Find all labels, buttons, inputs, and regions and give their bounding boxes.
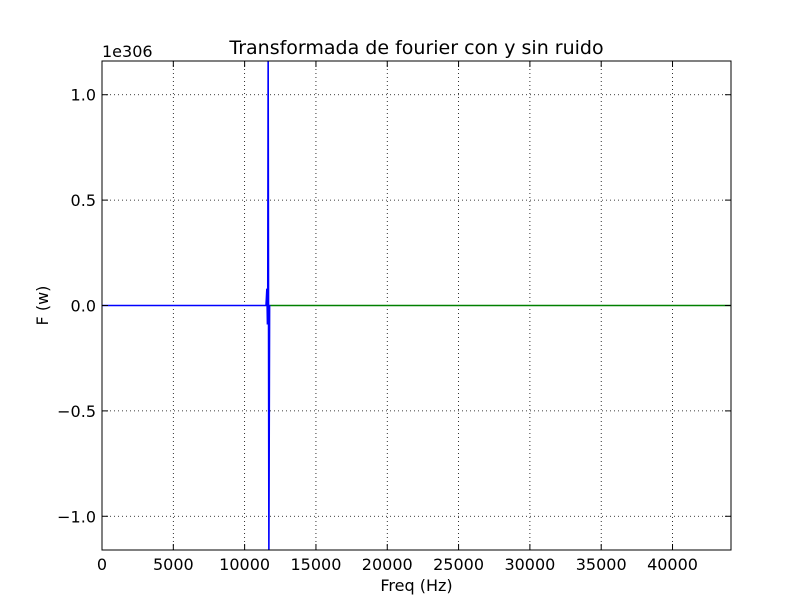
y-tick-label: 0.5 bbox=[71, 191, 96, 210]
x-tick-labels: 0 5000 10000 15000 20000 25000 30000 35000 40000 bbox=[97, 555, 698, 574]
chart-title: Transformada de fourier con y sin ruido bbox=[228, 37, 603, 59]
series-line-1 bbox=[102, 60, 271, 551]
x-axis-label: Freq (Hz) bbox=[380, 576, 452, 595]
series-layer bbox=[102, 60, 731, 551]
y-tick-label: −1.0 bbox=[57, 507, 96, 526]
x-tick-label: 40000 bbox=[647, 555, 698, 574]
y-tick-label: −0.5 bbox=[57, 402, 96, 421]
x-tick-label: 5000 bbox=[153, 555, 194, 574]
x-tick-label: 20000 bbox=[362, 555, 413, 574]
y-offset-label: 1e306 bbox=[102, 42, 153, 61]
x-tick-label: 35000 bbox=[576, 555, 627, 574]
y-tick-labels: −1.0 −0.5 0.0 0.5 1.0 bbox=[57, 86, 96, 527]
x-tick-label: 30000 bbox=[504, 555, 555, 574]
y-tick-label: 0.0 bbox=[71, 297, 96, 316]
x-tick-label: 15000 bbox=[290, 555, 341, 574]
ticks bbox=[101, 61, 731, 550]
x-tick-label: 25000 bbox=[433, 555, 484, 574]
x-tick-label: 0 bbox=[97, 555, 107, 574]
x-tick-label: 10000 bbox=[219, 555, 270, 574]
y-tick-label: 1.0 bbox=[71, 86, 96, 105]
y-axis-label: F (w) bbox=[33, 286, 52, 326]
